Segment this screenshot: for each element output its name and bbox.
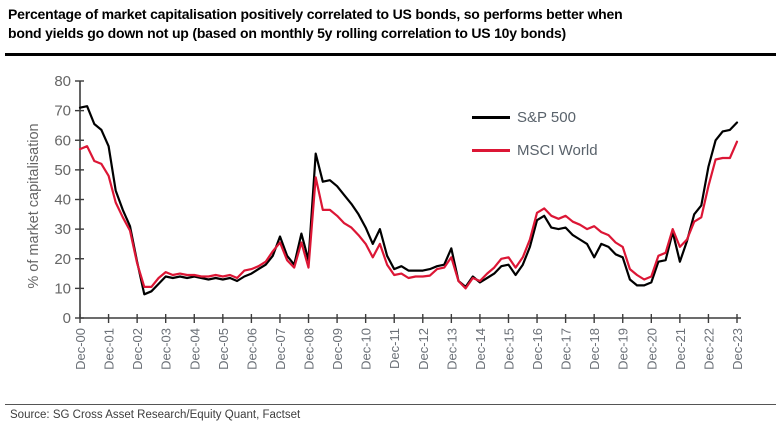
x-tick-label: Dec-19 xyxy=(616,328,631,370)
source-divider xyxy=(5,404,776,405)
y-tick-label: 10 xyxy=(54,280,71,297)
x-tick-label: Dec-12 xyxy=(416,328,431,370)
legend-line-swatch-msci-world xyxy=(472,148,510,152)
legend-item-sp500: S&P 500 xyxy=(472,107,598,127)
chart-title-line2: bond yields go down not up (based on mon… xyxy=(8,25,567,41)
x-tick-label: Dec-02 xyxy=(130,328,145,370)
x-tick-label: Dec-09 xyxy=(330,328,345,370)
x-tick-label: Dec-13 xyxy=(444,328,459,370)
msci-world-line xyxy=(78,140,739,290)
x-tick-label: Dec-03 xyxy=(159,328,174,370)
x-tick-label: Dec-15 xyxy=(501,328,516,370)
chart-legend: S&P 500 MSCI World xyxy=(472,107,598,173)
x-tick-label: Dec-10 xyxy=(359,328,374,370)
y-tick-label: 60 xyxy=(54,132,71,149)
y-tick-label: 80 xyxy=(54,73,71,90)
legend-label-msci-world: MSCI World xyxy=(517,141,598,159)
x-tick-label: Dec-23 xyxy=(730,328,745,370)
y-tick-label: 70 xyxy=(54,103,71,120)
x-tick-label: Dec-17 xyxy=(559,328,574,370)
source-text: Source: SG Cross Asset Research/Equity Q… xyxy=(10,409,301,421)
title-divider xyxy=(5,53,776,56)
x-tick-label: Dec-00 xyxy=(73,328,88,370)
x-tick-label: Dec-18 xyxy=(587,328,602,370)
legend-item-msci-world: MSCI World xyxy=(472,140,598,160)
x-tick-label: Dec-08 xyxy=(302,328,317,370)
legend-label-sp500: S&P 500 xyxy=(517,108,576,126)
x-tick-label: Dec-16 xyxy=(530,328,545,370)
x-tick-label: Dec-14 xyxy=(473,328,488,370)
x-tick-label: Dec-05 xyxy=(216,328,231,370)
sp500-line xyxy=(78,105,739,296)
x-tick-label: Dec-22 xyxy=(701,328,716,370)
y-tick-label: 30 xyxy=(54,221,71,238)
chart-title-line1: Percentage of market capitalisation posi… xyxy=(8,6,623,22)
y-axis-label: % of market capitalisation xyxy=(26,123,42,289)
y-tick-label: 20 xyxy=(54,251,71,268)
legend-line-swatch-sp500 xyxy=(472,115,510,119)
y-tick-label: 40 xyxy=(54,192,71,209)
y-tick-label: 50 xyxy=(54,162,71,179)
x-tick-label: Dec-04 xyxy=(187,328,202,370)
chart-title: Percentage of market capitalisation posi… xyxy=(8,5,775,43)
x-tick-label: Dec-07 xyxy=(273,328,288,370)
x-tick-label: Dec-20 xyxy=(644,328,659,370)
x-tick-label: Dec-21 xyxy=(673,328,688,370)
x-tick-label: Dec-01 xyxy=(102,328,117,370)
y-tick-label: 0 xyxy=(63,310,71,327)
correlation-line-chart: 0 10 20 30 40 50 60 70 80 Dec-00 Dec-01 Dec-02 Dec-0… xyxy=(54,73,745,370)
x-tick-label: Dec-11 xyxy=(387,328,402,369)
x-tick-label: Dec-06 xyxy=(244,328,259,370)
